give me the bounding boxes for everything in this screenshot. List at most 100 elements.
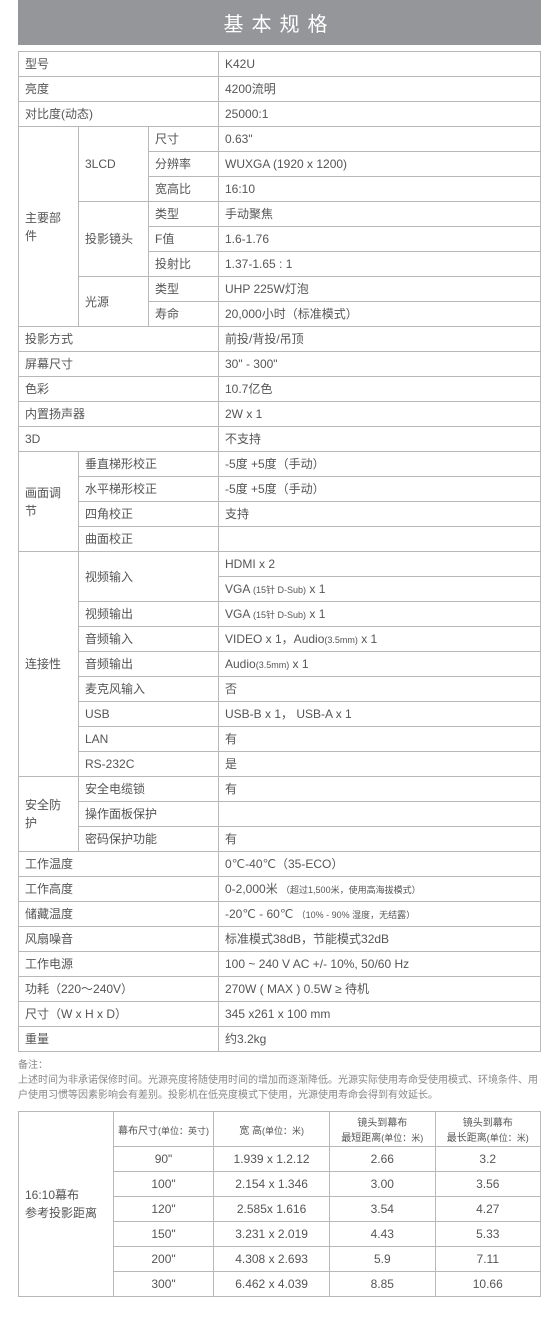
label: 光源 — [79, 277, 149, 327]
cell: 100" — [113, 1172, 213, 1197]
value: 支持 — [219, 502, 541, 527]
cell: 3.00 — [330, 1172, 435, 1197]
value: 0.63" — [219, 127, 541, 152]
label: 垂直梯形校正 — [79, 452, 219, 477]
value: 有 — [219, 777, 541, 802]
value: 25000:1 — [219, 102, 541, 127]
value: 1.6-1.76 — [219, 227, 541, 252]
label: 工作高度 — [19, 877, 219, 902]
label: LAN — [79, 727, 219, 752]
value: -5度 +5度（手动） — [219, 477, 541, 502]
label: 3LCD — [79, 127, 149, 202]
label: 工作温度 — [19, 852, 219, 877]
value: 是 — [219, 752, 541, 777]
cell: 4.27 — [435, 1197, 540, 1222]
label: 投影方式 — [19, 327, 219, 352]
cell: 5.33 — [435, 1222, 540, 1247]
label: 尺寸 — [149, 127, 219, 152]
value: 1.37-1.65 : 1 — [219, 252, 541, 277]
label: 安全电缆锁 — [79, 777, 219, 802]
label: 寿命 — [149, 302, 219, 327]
note-title: 备注： — [18, 1060, 48, 1071]
value: 20,000小时（标准模式） — [219, 302, 541, 327]
value: HDMI x 2 — [219, 552, 541, 577]
value — [219, 802, 541, 827]
cell: 4.308 x 2.693 — [214, 1247, 330, 1272]
value: 16:10 — [219, 177, 541, 202]
value: 前投/背投/吊顶 — [219, 327, 541, 352]
label: 风扇噪音 — [19, 927, 219, 952]
label: 3D — [19, 427, 219, 452]
value: -5度 +5度（手动） — [219, 452, 541, 477]
cell: 3.231 x 2.019 — [214, 1222, 330, 1247]
label: 宽高比 — [149, 177, 219, 202]
note-body: 上述时间为非承诺保修时间。光源亮度将随使用时间的增加而逐渐降低。光源实际使用寿命… — [18, 1075, 538, 1101]
cell: 1.939 x 1.2.12 — [214, 1147, 330, 1172]
distance-table: 16:10幕布参考投影距离 幕布尺寸(单位：英寸) 宽 高(单位：米) 镜头到幕… — [18, 1111, 541, 1297]
label: 类型 — [149, 277, 219, 302]
distance-row-label: 16:10幕布参考投影距离 — [19, 1112, 114, 1297]
label: 功耗（220～240V） — [19, 977, 219, 1002]
section-header: 基本规格 — [18, 0, 541, 45]
value: 否 — [219, 677, 541, 702]
label: 主要部件 — [19, 127, 79, 327]
col-header: 镜头到幕布最短距离(单位：米) — [330, 1112, 435, 1147]
value: Audio(3.5mm) x 1 — [219, 652, 541, 677]
value: VGA (15针 D-Sub) x 1 — [219, 577, 541, 602]
cell: 3.2 — [435, 1147, 540, 1172]
value: 不支持 — [219, 427, 541, 452]
value: 标准模式38dB，节能模式32dB — [219, 927, 541, 952]
cell: 5.9 — [330, 1247, 435, 1272]
value — [219, 527, 541, 552]
label: RS-232C — [79, 752, 219, 777]
label: 尺寸（W x H x D） — [19, 1002, 219, 1027]
cell: 120" — [113, 1197, 213, 1222]
label: 型号 — [19, 52, 219, 77]
label: 曲面校正 — [79, 527, 219, 552]
value: 345 x261 x 100 mm — [219, 1002, 541, 1027]
label: 投影镜头 — [79, 202, 149, 277]
value: 0-2,000米 （超过1,500米，使用高海拔模式） — [219, 877, 541, 902]
label: 连接性 — [19, 552, 79, 777]
col-header: 幕布尺寸(单位：英寸) — [113, 1112, 213, 1147]
label: 操作面板保护 — [79, 802, 219, 827]
label: USB — [79, 702, 219, 727]
value: UHP 225W灯泡 — [219, 277, 541, 302]
value: USB-B x 1， USB-A x 1 — [219, 702, 541, 727]
col-header: 镜头到幕布最长距离(单位：米) — [435, 1112, 540, 1147]
value: 约3.2kg — [219, 1027, 541, 1052]
value: 0℃-40℃（35-ECO） — [219, 852, 541, 877]
label: 视频输入 — [79, 552, 219, 602]
value: 10.7亿色 — [219, 377, 541, 402]
value: K42U — [219, 52, 541, 77]
label: 内置扬声器 — [19, 402, 219, 427]
cell: 3.54 — [330, 1197, 435, 1222]
label: 屏幕尺寸 — [19, 352, 219, 377]
label: 音频输出 — [79, 652, 219, 677]
label: 储藏温度 — [19, 902, 219, 927]
cell: 4.43 — [330, 1222, 435, 1247]
cell: 2.585x 1.616 — [214, 1197, 330, 1222]
value: -20℃ - 60℃ （10% - 90% 湿度，无结露） — [219, 902, 541, 927]
label: 密码保护功能 — [79, 827, 219, 852]
value: 手动聚焦 — [219, 202, 541, 227]
spec-table: 型号K42U 亮度4200流明 对比度(动态)25000:1 主要部件 3LCD… — [18, 51, 541, 1052]
label: 四角校正 — [79, 502, 219, 527]
label: 投射比 — [149, 252, 219, 277]
value: VGA (15针 D-Sub) x 1 — [219, 602, 541, 627]
label: 水平梯形校正 — [79, 477, 219, 502]
cell: 3.56 — [435, 1172, 540, 1197]
label: 视频输出 — [79, 602, 219, 627]
cell: 8.85 — [330, 1272, 435, 1297]
value: 4200流明 — [219, 77, 541, 102]
value: 有 — [219, 727, 541, 752]
label: 色彩 — [19, 377, 219, 402]
label: 音频输入 — [79, 627, 219, 652]
value: 有 — [219, 827, 541, 852]
cell: 150" — [113, 1222, 213, 1247]
cell: 200" — [113, 1247, 213, 1272]
value: 2W x 1 — [219, 402, 541, 427]
cell: 7.11 — [435, 1247, 540, 1272]
label: 对比度(动态) — [19, 102, 219, 127]
cell: 300" — [113, 1272, 213, 1297]
